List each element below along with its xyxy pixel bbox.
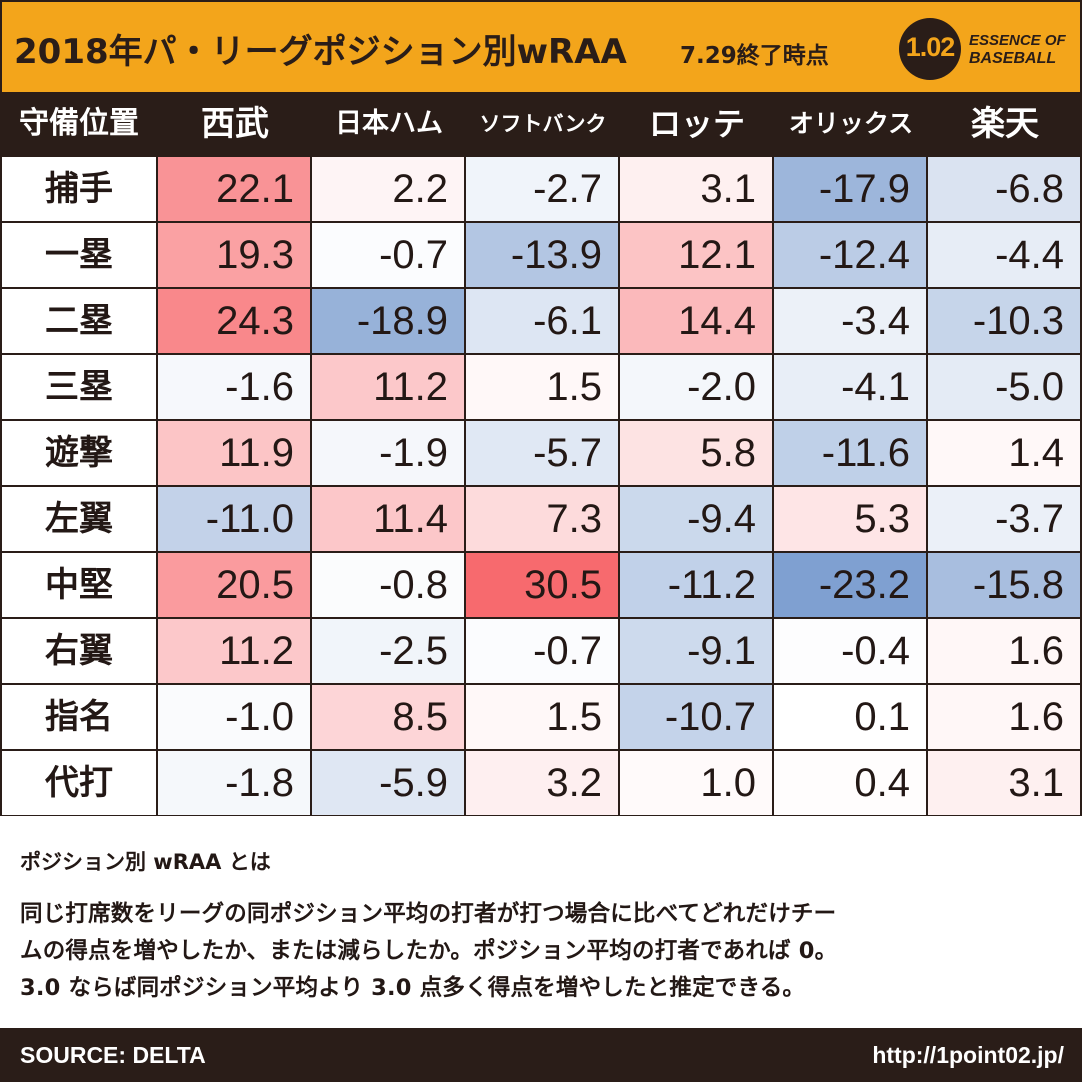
team-header: 楽天	[971, 104, 1039, 144]
wraa-cell: 3.1	[928, 751, 1080, 815]
wraa-cell: -0.8	[312, 553, 464, 617]
wraa-cell: 1.6	[928, 685, 1080, 749]
wraa-cell: -3.4	[774, 289, 926, 353]
wraa-cell: 7.3	[466, 487, 618, 551]
wraa-cell: 11.2	[158, 619, 310, 683]
logo-text-bottom: BASEBALL	[969, 50, 1057, 67]
wraa-cell: 22.1	[158, 157, 310, 221]
position-label: 中堅	[2, 553, 156, 617]
wraa-cell: 11.2	[312, 355, 464, 419]
explanation-line: 同じ打席数をリーグの同ポジション平均の打者が打つ場合に比べてどれだけチー	[20, 901, 837, 927]
wraa-cell: -12.4	[774, 223, 926, 287]
wraa-cell: 30.5	[466, 553, 618, 617]
wraa-cell: -2.5	[312, 619, 464, 683]
wraa-cell: -10.3	[928, 289, 1080, 353]
wraa-cell: -4.4	[928, 223, 1080, 287]
wraa-cell: -0.7	[466, 619, 618, 683]
footer-bar: SOURCE: DELTA http://1point02.jp/	[0, 1028, 1082, 1082]
wraa-cell: 19.3	[158, 223, 310, 287]
wraa-cell: -15.8	[928, 553, 1080, 617]
wraa-cell: 5.8	[620, 421, 772, 485]
wraa-cell: 12.1	[620, 223, 772, 287]
wraa-cell: -5.7	[466, 421, 618, 485]
wraa-cell: 3.1	[620, 157, 772, 221]
wraa-cell: 1.5	[466, 685, 618, 749]
team-header: 日本ハム	[335, 108, 443, 139]
wraa-cell: -11.6	[774, 421, 926, 485]
logo-number: 1.02	[905, 32, 956, 62]
wraa-heatmap: 捕手 22.1 2.2 -2.7 3.1 -17.9 -6.8 一塁 19.3 -0.7 -13.9…	[0, 156, 1082, 816]
wraa-cell: -2.0	[620, 355, 772, 419]
wraa-cell: -11.0	[158, 487, 310, 551]
wraa-cell: -1.6	[158, 355, 310, 419]
as-of-date: 7.29終了時点	[680, 43, 829, 69]
wraa-cell: -9.4	[620, 487, 772, 551]
wraa-cell: 0.4	[774, 751, 926, 815]
wraa-cell: 24.3	[158, 289, 310, 353]
team-header: ソフトバンク	[479, 112, 607, 136]
wraa-cell: 1.0	[620, 751, 772, 815]
explanation-box: ポジション別 wRAA とは 同じ打席数をリーグの同ポジション平均の打者が打つ場…	[0, 816, 1082, 1028]
wraa-cell: -3.7	[928, 487, 1080, 551]
wraa-cell: -6.1	[466, 289, 618, 353]
wraa-cell: 20.5	[158, 553, 310, 617]
team-header: 西武	[201, 104, 269, 144]
position-label: 指名	[2, 685, 156, 749]
wraa-cell: 1.6	[928, 619, 1080, 683]
wraa-cell: -17.9	[774, 157, 926, 221]
wraa-cell: -23.2	[774, 553, 926, 617]
wraa-cell: -0.7	[312, 223, 464, 287]
wraa-cell: 1.4	[928, 421, 1080, 485]
wraa-cell: -2.7	[466, 157, 618, 221]
wraa-cell: 2.2	[312, 157, 464, 221]
source-credit: SOURCE: DELTA	[20, 1042, 206, 1068]
logo-baseball-icon	[899, 18, 961, 80]
wraa-cell: 8.5	[312, 685, 464, 749]
wraa-cell: 11.4	[312, 487, 464, 551]
position-label: 一塁	[2, 223, 156, 287]
corner-label: 守備位置	[19, 106, 139, 141]
brand-logo: 1.02 ESSENCE OF BASEBALL	[895, 16, 1070, 82]
wraa-cell: -9.1	[620, 619, 772, 683]
wraa-cell: 3.2	[466, 751, 618, 815]
chart-title: 2018年パ・リーグポジション別wRAA	[14, 32, 627, 72]
position-label: 二塁	[2, 289, 156, 353]
position-label: 右翼	[2, 619, 156, 683]
logo-text-top: ESSENCE OF	[969, 32, 1066, 49]
wraa-cell: -1.9	[312, 421, 464, 485]
explanation-line: ムの得点を増やしたか、または減らしたか。ポジション平均の打者であれば 0。	[20, 938, 838, 964]
team-header: ロッテ	[648, 105, 745, 143]
wraa-cell: 11.9	[158, 421, 310, 485]
wraa-cell: -11.2	[620, 553, 772, 617]
position-label: 捕手	[2, 157, 156, 221]
wraa-cell: -5.0	[928, 355, 1080, 419]
wraa-cell: -0.4	[774, 619, 926, 683]
wraa-cell: -6.8	[928, 157, 1080, 221]
team-header: オリックス	[788, 109, 914, 138]
wraa-cell: -18.9	[312, 289, 464, 353]
wraa-cell: -1.8	[158, 751, 310, 815]
wraa-cell: -5.9	[312, 751, 464, 815]
explanation-title: ポジション別 wRAA とは	[20, 850, 271, 874]
explanation-line: 3.0 ならば同ポジション平均より 3.0 点多く得点を増やしたと推定できる。	[20, 975, 806, 1001]
position-label: 代打	[2, 751, 156, 815]
wraa-cell: -4.1	[774, 355, 926, 419]
wraa-cell: 5.3	[774, 487, 926, 551]
wraa-cell: -10.7	[620, 685, 772, 749]
wraa-cell: 0.1	[774, 685, 926, 749]
header-bar: 2018年パ・リーグポジション別wRAA 7.29終了時点 1.02 ESSEN…	[0, 0, 1082, 92]
wraa-cell: 1.5	[466, 355, 618, 419]
wraa-cell: -1.0	[158, 685, 310, 749]
position-label: 左翼	[2, 487, 156, 551]
wraa-cell: 14.4	[620, 289, 772, 353]
position-label: 遊撃	[2, 421, 156, 485]
position-label: 三塁	[2, 355, 156, 419]
wraa-cell: -13.9	[466, 223, 618, 287]
website-url: http://1point02.jp/	[872, 1042, 1064, 1068]
